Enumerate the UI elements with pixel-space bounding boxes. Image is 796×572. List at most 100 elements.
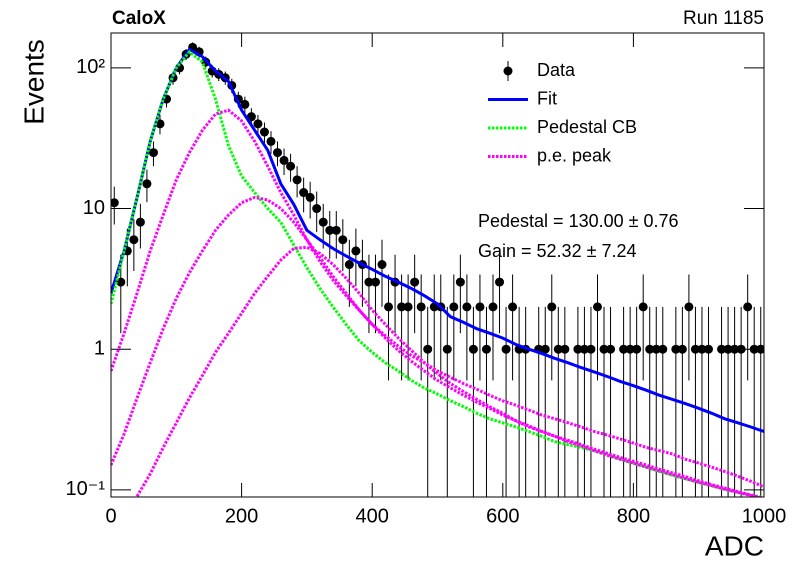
data-point (240, 99, 250, 109)
data-point (279, 155, 289, 165)
data-point (351, 246, 361, 256)
data-point (338, 235, 348, 245)
data-point (423, 344, 433, 354)
data-point (638, 302, 648, 312)
data-point (273, 148, 283, 158)
data-point (370, 277, 380, 287)
data-point (449, 302, 459, 312)
data-point (736, 344, 746, 354)
data-point (410, 277, 420, 287)
data-point (586, 344, 596, 354)
data-point (325, 225, 335, 235)
data-point (723, 344, 733, 354)
data-point (495, 277, 505, 287)
data-point (671, 344, 681, 354)
data-point (318, 217, 328, 227)
data-point (397, 302, 407, 312)
data-point (312, 204, 322, 214)
data-point (599, 344, 609, 354)
data-point (299, 188, 309, 198)
data-point (508, 302, 518, 312)
data-point (475, 302, 485, 312)
data-point (560, 344, 570, 354)
legend-label: Data (537, 60, 576, 80)
x-tick-label: 600 (486, 505, 519, 527)
chart-subtitle: Run 1185 (683, 8, 764, 29)
data-point (111, 198, 119, 208)
data-point (462, 302, 472, 312)
data-point (553, 344, 563, 354)
data-point (384, 302, 394, 312)
data-point (416, 302, 426, 312)
annotation: Gain = 52.32 ± 7.24 (478, 241, 637, 261)
data-point (632, 344, 642, 354)
data-point (717, 344, 727, 354)
fit-curve (111, 47, 764, 433)
data-point (246, 112, 256, 122)
data-point (129, 235, 139, 245)
data-point (266, 136, 276, 146)
data-point (377, 260, 387, 270)
data-point (148, 148, 158, 158)
x-tick-label: 800 (617, 505, 650, 527)
data-point (625, 344, 635, 354)
data-point (286, 161, 296, 171)
data-point (481, 344, 491, 354)
data-point (540, 344, 550, 354)
data-point (501, 344, 511, 354)
data-point (645, 344, 655, 354)
frame (110, 32, 765, 498)
data-point (305, 192, 315, 202)
data-point (364, 277, 374, 287)
legend-label: Fit (537, 88, 557, 108)
y-tick-label: 1 (94, 337, 105, 359)
data-point (488, 302, 498, 312)
fit-curve (111, 108, 764, 489)
data-point (573, 344, 583, 354)
data-point (703, 344, 713, 354)
y-tick-label: 10 (83, 197, 105, 219)
data-point (259, 127, 269, 137)
legend-label: Pedestal CB (537, 117, 637, 137)
data-point (690, 344, 700, 354)
data-point (579, 344, 589, 354)
data-point (253, 119, 263, 129)
data-point (142, 179, 152, 189)
annotation: Pedestal = 130.00 ± 0.76 (478, 211, 679, 231)
plot-area (111, 42, 764, 497)
legend-label: p.e. peak (537, 145, 612, 165)
data-point (455, 277, 465, 287)
data-point (344, 260, 354, 270)
x-tick-label: 0 (105, 505, 116, 527)
y-tick-label: 10⁻¹ (66, 478, 106, 500)
fit-curve (111, 195, 764, 497)
x-axis-label: ADC (705, 530, 764, 561)
data-point (697, 344, 707, 354)
data-point (658, 344, 668, 354)
data-point (619, 344, 629, 354)
data-point (743, 302, 753, 312)
data-point (442, 344, 452, 354)
data-point (592, 302, 602, 312)
data-point (547, 302, 557, 312)
legend-marker (503, 66, 513, 76)
data-point (684, 302, 694, 312)
data-point (468, 344, 478, 354)
data-point (730, 344, 740, 354)
data-point (292, 175, 302, 185)
data-point (135, 217, 145, 227)
data-point (651, 344, 661, 354)
x-tick-label: 200 (225, 505, 258, 527)
data-point (403, 302, 413, 312)
x-tick-label: 400 (356, 505, 389, 527)
x-tick-label: 1000 (742, 505, 787, 527)
data-point (606, 344, 616, 354)
data-point (677, 344, 687, 354)
y-axis-label: Events (18, 39, 49, 125)
data-point (116, 277, 126, 287)
y-tick-label: 10² (76, 56, 105, 78)
data-point (331, 225, 341, 235)
chart-title: CaloX (112, 8, 166, 29)
